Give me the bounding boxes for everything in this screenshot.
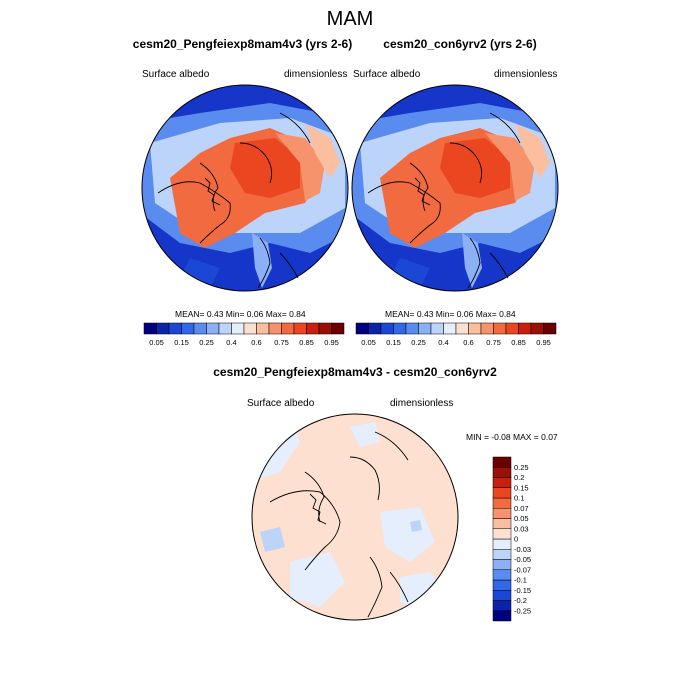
diff-colorbar-swatch <box>492 508 512 519</box>
diff-colorbar-tick-label: 0.15 <box>514 483 529 492</box>
panel1-colorbar-tick-label: 0.6 <box>251 338 261 347</box>
panel1-stats: MEAN= 0.43 Min= 0.06 Max= 0.84 <box>175 309 306 319</box>
diff-colorbar-tick-label: 0.2 <box>514 473 524 482</box>
panel2-colorbar-swatch <box>518 322 532 335</box>
panel1-colorbar-swatch <box>243 322 257 335</box>
diff-colorbar-swatch <box>492 569 512 581</box>
panel2-colorbar: 0.05 0.15 0.25 0.4 0.6 0.75 0.85 0.95 <box>355 322 557 347</box>
panel2-stats: MEAN= 0.43 Min= 0.06 Max= 0.84 <box>385 309 516 319</box>
panel2-colorbar-swatch <box>493 322 507 335</box>
panel1-variable-label: Surface albedo <box>142 69 210 80</box>
diff-colorbar: -0.25-0.2-0.15-0.1-0.07-0.05-0.0300.030.… <box>492 456 531 622</box>
panel1-colorbar-swatch <box>306 322 320 335</box>
panel2-variable-label: Surface albedo <box>353 69 421 80</box>
panel2-map <box>351 84 559 292</box>
diff-colorbar-swatch <box>492 467 512 478</box>
panel2-colorbar-swatch <box>505 322 519 335</box>
diff-colorbar-swatch <box>492 538 512 550</box>
diff-colorbar-swatch <box>492 579 512 591</box>
panel1-colorbar-swatch <box>181 322 195 335</box>
panel2-title: cesm20_con6yrv2 (yrs 2-6) <box>383 37 537 51</box>
diff-colorbar-swatch <box>492 456 512 468</box>
diff-map <box>251 413 459 621</box>
diff-colorbar-swatch <box>492 528 512 540</box>
panel1-colorbar-swatch <box>156 322 170 335</box>
panel2-colorbar-swatch <box>368 322 382 335</box>
panel2-colorbar-swatch <box>480 322 494 335</box>
panel2-colorbar-swatch <box>355 322 369 335</box>
diff-colorbar-swatch <box>492 610 512 622</box>
figure-title: MAM <box>326 8 374 30</box>
panel1-colorbar-tick-label: 0.25 <box>199 338 214 347</box>
panel2-colorbar-swatch <box>468 322 482 335</box>
panel1-colorbar-swatch <box>168 322 182 335</box>
diff-colorbar-swatch <box>492 497 512 509</box>
panel1-colorbar-swatch <box>193 322 207 335</box>
diff-colorbar-tick-label: 0.1 <box>514 494 524 503</box>
panel1-colorbar-swatch <box>281 322 295 335</box>
panel2-colorbar-tick-label: 0.4 <box>438 338 448 347</box>
diff-colorbar-tick-label: 0.03 <box>514 524 529 533</box>
panel2-colorbar-tick-label: 0.25 <box>411 338 426 347</box>
diff-colorbar-tick-label: -0.1 <box>514 576 527 585</box>
panel1-units-label: dimensionless <box>284 69 348 80</box>
panel2-colorbar-tick-label: 0.05 <box>361 338 376 347</box>
diff-colorbar-tick-label: 0 <box>514 535 518 544</box>
diff-colorbar-swatch <box>492 477 512 488</box>
panel1-colorbar-swatch <box>293 322 307 335</box>
panel1-colorbar-tick-label: 0.15 <box>174 338 189 347</box>
diff-units-label: dimensionless <box>390 398 454 409</box>
panel2-colorbar-tick-label: 0.15 <box>386 338 401 347</box>
diff-colorbar-tick-label: -0.2 <box>514 596 527 605</box>
panel1-colorbar-swatch <box>231 322 245 335</box>
panel1-colorbar: 0.05 0.15 0.25 0.4 0.6 0.75 0.85 0.95 <box>143 322 345 347</box>
panel1-colorbar-tick-label: 0.4 <box>226 338 236 347</box>
diff-stats: MIN = -0.08 MAX = 0.07 <box>466 432 558 442</box>
panel2-colorbar-tick-label: 0.6 <box>463 338 473 347</box>
diff-colorbar-tick-label: -0.07 <box>514 565 531 574</box>
panel1-colorbar-swatch <box>218 322 232 335</box>
panel1-colorbar-tick-label: 0.85 <box>299 338 314 347</box>
panel2-colorbar-swatch <box>393 322 407 335</box>
panel2-colorbar-swatch <box>455 322 469 335</box>
panel2-units-label: dimensionless <box>494 69 558 80</box>
panel1-colorbar-swatch <box>331 322 345 335</box>
panel1-colorbar-swatch <box>268 322 282 335</box>
panel1-map <box>141 84 349 292</box>
panel1-colorbar-tick-label: 0.95 <box>324 338 339 347</box>
panel1-colorbar-swatch <box>143 322 157 335</box>
diff-colorbar-swatch <box>492 549 512 560</box>
panel1-colorbar-swatch <box>318 322 332 335</box>
diff-colorbar-swatch <box>492 518 512 529</box>
panel1-colorbar-tick-label: 0.75 <box>274 338 289 347</box>
panel2-colorbar-tick-label: 0.75 <box>486 338 501 347</box>
diff-colorbar-swatch <box>492 600 512 611</box>
panel2-colorbar-swatch <box>418 322 432 335</box>
panel2-colorbar-swatch <box>380 322 394 335</box>
panel2-colorbar-swatch <box>543 322 557 335</box>
panel2-colorbar-tick-label: 0.95 <box>536 338 551 347</box>
diff-colorbar-swatch <box>492 559 512 570</box>
panel1-colorbar-swatch <box>206 322 220 335</box>
panel2-colorbar-swatch <box>430 322 444 335</box>
panel2-colorbar-swatch <box>443 322 457 335</box>
diff-colorbar-tick-label: 0.07 <box>514 504 529 513</box>
panel2-colorbar-swatch <box>530 322 544 335</box>
diff-colorbar-tick-label: 0.25 <box>514 463 529 472</box>
diff-colorbar-tick-label: -0.15 <box>514 586 531 595</box>
diff-title: cesm20_Pengfeiexp8mam4v3 - cesm20_con6yr… <box>213 365 497 379</box>
diff-variable-label: Surface albedo <box>247 398 315 409</box>
diff-colorbar-tick-label: -0.05 <box>514 555 531 564</box>
panel1-colorbar-swatch <box>256 322 270 335</box>
diff-colorbar-tick-label: -0.25 <box>514 606 531 615</box>
panel1-title: cesm20_Pengfeiexp8mam4v3 (yrs 2-6) <box>132 37 353 51</box>
diff-colorbar-tick-label: 0.05 <box>514 514 529 523</box>
diff-colorbar-swatch <box>492 590 512 601</box>
panel1-colorbar-tick-label: 0.05 <box>149 338 164 347</box>
diff-colorbar-swatch <box>492 487 512 499</box>
diff-colorbar-tick-label: -0.03 <box>514 545 531 554</box>
panel2-colorbar-tick-label: 0.85 <box>511 338 526 347</box>
panel2-colorbar-swatch <box>405 322 419 335</box>
